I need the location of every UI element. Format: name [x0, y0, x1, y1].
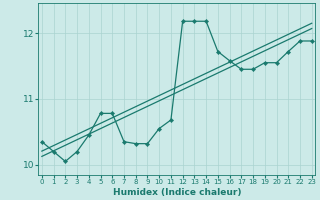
X-axis label: Humidex (Indice chaleur): Humidex (Indice chaleur)	[113, 188, 241, 197]
